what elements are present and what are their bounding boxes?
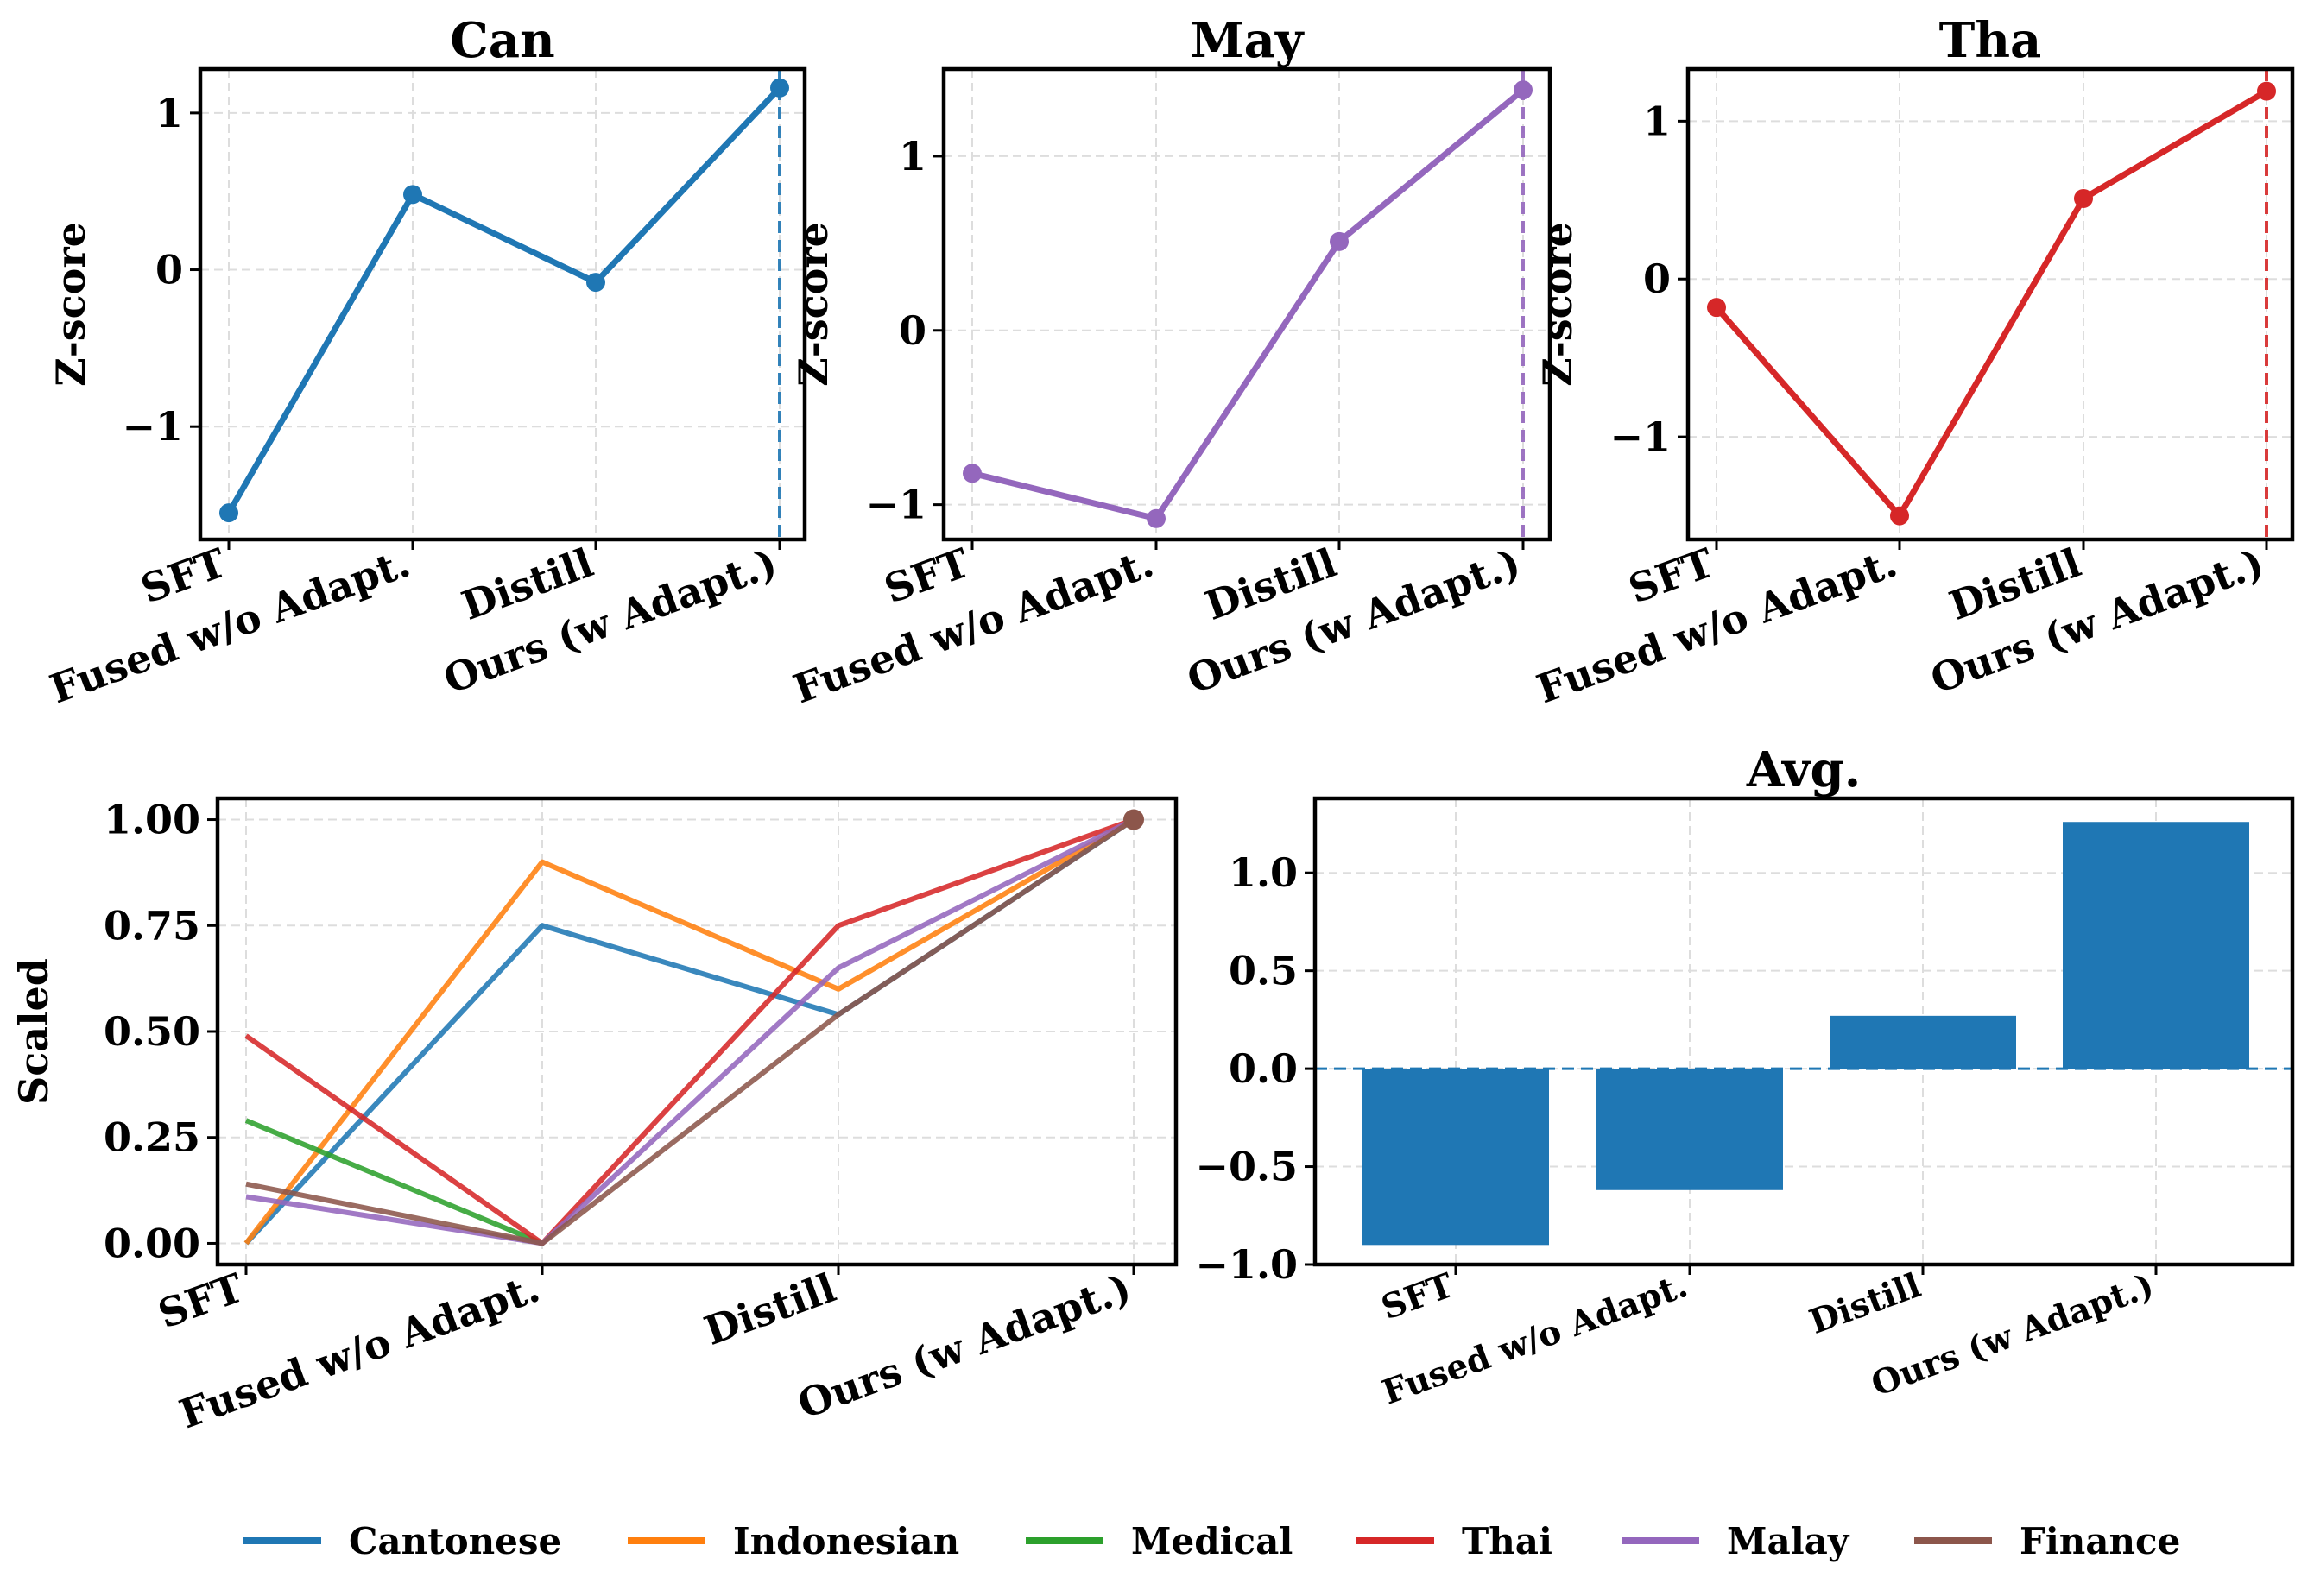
legend-item-cantonese: Cantonese xyxy=(243,1520,561,1562)
series-line xyxy=(971,87,1526,522)
y-tick-label: 0.0 xyxy=(1229,1045,1298,1092)
x-tick-label: SFT xyxy=(1622,539,1720,613)
y-tick-label: −1 xyxy=(865,482,926,528)
series-line xyxy=(1714,88,2268,520)
data-point-1 xyxy=(1707,298,1726,318)
data-point-4 xyxy=(770,78,789,98)
x-tick-label: Fused w/o Adapt. xyxy=(787,539,1160,713)
y-tick-label: −1.0 xyxy=(1195,1241,1298,1288)
y-tick-label: 0.50 xyxy=(104,1008,200,1055)
x-tick-label: Fused w/o Adapt. xyxy=(1531,539,1903,713)
data-point-3 xyxy=(586,273,605,293)
x-tick-label: Ours (w Adapt.) xyxy=(792,1265,1137,1429)
y-tick-label: 0 xyxy=(899,307,926,354)
legend-label: Finance xyxy=(2020,1520,2180,1562)
y-tick-label: 0 xyxy=(1643,255,1671,302)
legend-label: Cantonese xyxy=(349,1520,561,1562)
data-point-3 xyxy=(2074,188,2093,208)
axes-frame xyxy=(1685,66,2295,542)
data-point-1 xyxy=(219,503,238,523)
data-point-2 xyxy=(1147,508,1166,528)
y-tick-label: 0 xyxy=(155,247,183,293)
y-tick-label: −1 xyxy=(1609,413,1671,460)
subplot-title: Can xyxy=(450,12,555,69)
final-point xyxy=(1123,809,1144,830)
legend: Cantonese Indonesian Medical Thai Malay Finan… xyxy=(243,1520,2180,1562)
bar-4 xyxy=(2063,822,2249,1069)
series-line-thai xyxy=(244,817,1135,1246)
axes-frame xyxy=(198,66,807,542)
bar-2 xyxy=(1596,1069,1783,1190)
legend-label: Thai xyxy=(1462,1520,1552,1562)
legend-item-medical: Medical xyxy=(1026,1520,1293,1562)
data-point-2 xyxy=(403,185,422,205)
series-line-malay xyxy=(245,817,1135,1246)
data-point-1 xyxy=(963,464,982,483)
legend-label: Medical xyxy=(1131,1520,1293,1562)
legend-label: Malay xyxy=(1727,1520,1850,1562)
legend-item-finance: Finance xyxy=(1914,1520,2180,1562)
x-tick-label: Fused w/o Adapt. xyxy=(44,539,416,713)
bar-3 xyxy=(1830,1015,2016,1069)
axes-frame xyxy=(941,66,1552,542)
subplot-title: Avg. xyxy=(1746,741,1861,798)
x-tick-label: Distill xyxy=(1805,1265,1926,1342)
x-tick-label: SFT xyxy=(135,539,232,613)
y-tick-label: 0.00 xyxy=(104,1220,200,1266)
y-tick-label: 1 xyxy=(155,90,183,136)
bar-1 xyxy=(1362,1069,1549,1246)
y-tick-label: 1 xyxy=(899,133,926,180)
subplot-title: Tha xyxy=(1939,12,2042,69)
data-point-4 xyxy=(2257,81,2276,101)
series-line-medical xyxy=(244,1118,544,1246)
y-axis-label: Z-score xyxy=(790,222,837,387)
series-line-finance xyxy=(245,817,1135,1246)
y-tick-label: 0.25 xyxy=(104,1114,200,1161)
y-axis-label: Scaled xyxy=(10,958,57,1105)
y-tick-label: 1.00 xyxy=(104,797,200,843)
legend-label: Indonesian xyxy=(733,1520,959,1562)
subplot-title: May xyxy=(1191,12,1305,69)
legend-item-thai: Thai xyxy=(1356,1520,1552,1562)
legend-item-malay: Malay xyxy=(1622,1520,1850,1562)
legend-item-indonesian: Indonesian xyxy=(628,1520,959,1562)
series-line-indonesian xyxy=(243,817,1135,1246)
y-tick-label: −0.5 xyxy=(1195,1144,1298,1190)
y-tick-label: 1 xyxy=(1643,98,1671,144)
y-tick-label: 0.75 xyxy=(104,902,200,949)
y-tick-label: 1.0 xyxy=(1229,849,1298,896)
y-tick-label: 0.5 xyxy=(1229,948,1298,994)
data-point-4 xyxy=(1514,80,1533,100)
y-axis-label: Z-score xyxy=(1534,222,1581,387)
y-axis-label: Z-score xyxy=(47,222,94,387)
x-tick-label: SFT xyxy=(878,539,976,613)
y-tick-label: −1 xyxy=(122,403,183,450)
x-tick-label: SFT xyxy=(1376,1265,1458,1328)
data-point-2 xyxy=(1890,506,1909,526)
axes-frame xyxy=(1312,796,2295,1267)
x-tick-label: SFT xyxy=(152,1265,250,1338)
data-point-3 xyxy=(1330,231,1349,251)
x-tick-label: Distill xyxy=(699,1265,842,1354)
series-line xyxy=(225,85,782,514)
